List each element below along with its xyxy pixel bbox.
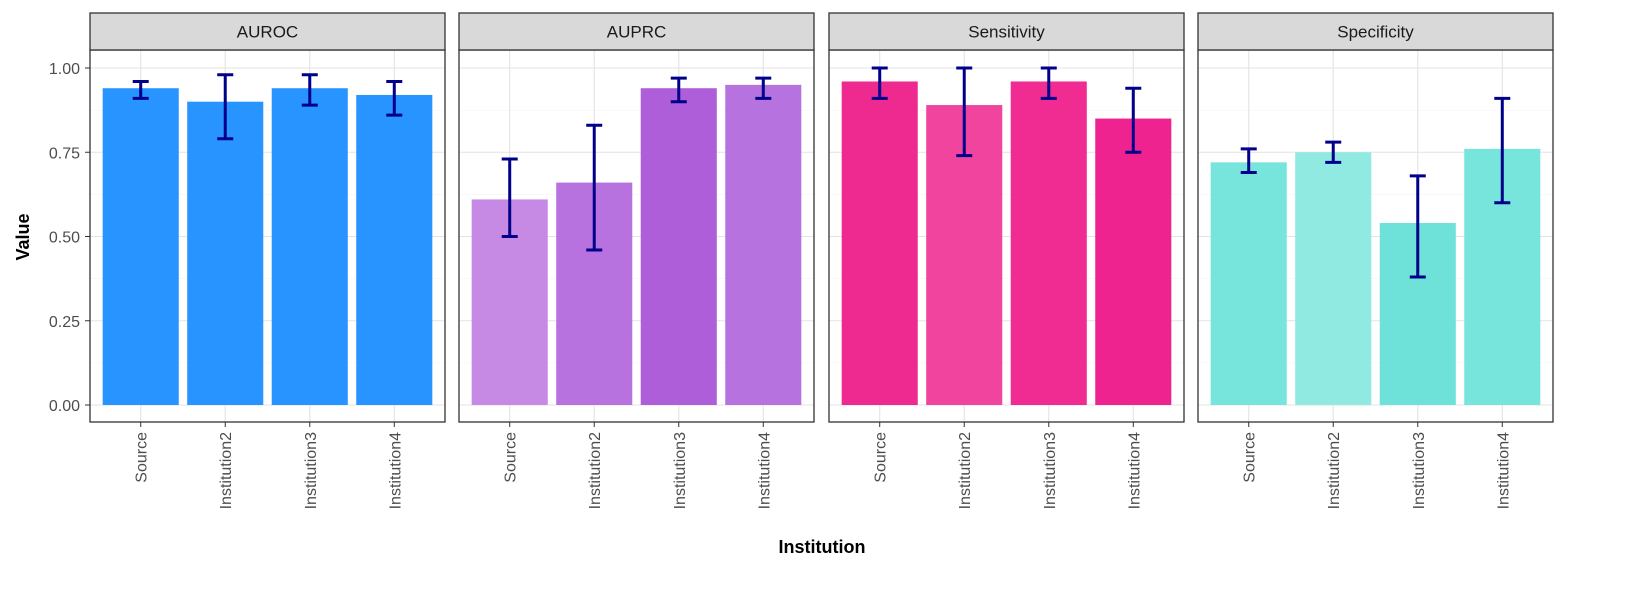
x-tick-label: Institution3 <box>1411 432 1428 509</box>
panel-auroc-strip <box>89 12 446 51</box>
y-tick-label: 0.25 <box>49 314 80 331</box>
bar-specificity-institution2 <box>1295 152 1372 405</box>
x-tick-label: Institution3 <box>1042 432 1059 509</box>
bar-auroc-source <box>102 88 179 405</box>
y-tick-label: 0.50 <box>49 230 80 247</box>
x-tick-label: Source <box>134 432 151 483</box>
x-tick-label: Source <box>1242 432 1259 483</box>
x-tick-label: Institution2 <box>218 432 235 509</box>
x-tick-label: Institution3 <box>672 432 689 509</box>
panel-specificity-strip <box>1197 12 1554 51</box>
y-tick-label: 0.00 <box>49 398 80 415</box>
panel-auprc-strip <box>458 12 815 51</box>
x-tick-label: Institution2 <box>587 432 604 509</box>
x-tick-label: Institution2 <box>957 432 974 509</box>
x-tick-label: Institution4 <box>1495 432 1512 509</box>
y-tick-label: 0.75 <box>49 145 80 162</box>
x-axis-title: Institution <box>779 537 866 557</box>
x-tick-label: Source <box>873 432 890 483</box>
bar-sensitivity-institution4 <box>1095 118 1172 406</box>
bar-sensitivity-institution3 <box>1010 81 1087 405</box>
x-tick-label: Source <box>503 432 520 483</box>
panel-sensitivity-title: Sensitivity <box>968 23 1045 42</box>
panel-auroc-title: AUROC <box>237 23 298 42</box>
bar-auroc-institution2 <box>187 101 264 405</box>
bar-auprc-institution4 <box>725 84 802 405</box>
x-tick-label: Institution2 <box>1326 432 1343 509</box>
bar-auprc-institution3 <box>640 88 717 405</box>
x-tick-label: Institution4 <box>1126 432 1143 509</box>
x-tick-label: Institution4 <box>387 432 404 509</box>
bar-auroc-institution4 <box>356 94 433 406</box>
x-tick-label: Institution4 <box>756 432 773 509</box>
x-tick-label: Institution3 <box>303 432 320 509</box>
bar-auroc-institution3 <box>271 88 348 405</box>
panel-sensitivity-strip <box>828 12 1185 51</box>
bar-specificity-source <box>1210 162 1287 405</box>
panel-auprc-title: AUPRC <box>607 23 667 42</box>
y-tick-label: 1.00 <box>49 61 80 78</box>
panel-specificity-title: Specificity <box>1337 23 1414 42</box>
bar-sensitivity-source <box>841 81 918 405</box>
y-axis-title: Value <box>13 213 33 260</box>
